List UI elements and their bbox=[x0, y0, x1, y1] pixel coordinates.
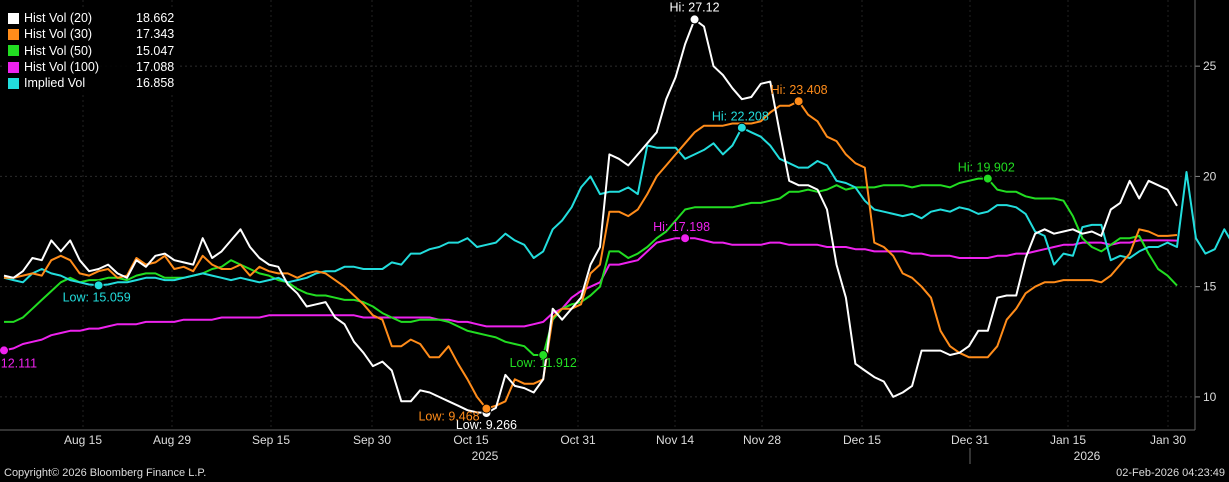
legend-series-value: 15.047 bbox=[136, 43, 175, 58]
x-tick-label: Dec 15 bbox=[843, 433, 881, 447]
extreme-marker bbox=[982, 173, 993, 184]
extreme-label: Low: 11.912 bbox=[510, 356, 577, 370]
legend-swatch bbox=[8, 12, 19, 24]
extreme-label: Hi: 19.902 bbox=[958, 161, 1015, 175]
series-line bbox=[3, 126, 1229, 287]
series-line bbox=[3, 18, 1178, 414]
x-tick-label: Aug 29 bbox=[153, 433, 191, 447]
series-line bbox=[4, 100, 1178, 410]
chart-legend: Hist Vol (20) 18.662 Hist Vol (30) 17.34… bbox=[4, 8, 181, 95]
y-tick-label: 10 bbox=[1203, 390, 1217, 404]
extreme-label: Hi: 22.208 bbox=[712, 110, 769, 124]
y-tick-label: 15 bbox=[1203, 280, 1217, 294]
x-tick-label: Sep 15 bbox=[252, 433, 290, 447]
x-tick-label: Oct 15 bbox=[453, 433, 489, 447]
x-tick-label: Dec 31 bbox=[951, 433, 989, 447]
x-tick-label: Sep 30 bbox=[353, 433, 391, 447]
extreme-label: Hi: 27.12 bbox=[670, 0, 720, 14]
legend-item[interactable]: Implied Vol 16.858 bbox=[8, 75, 174, 91]
extreme-marker bbox=[793, 96, 804, 107]
extreme-label: Low: 15.059 bbox=[63, 290, 131, 304]
legend-item[interactable]: Hist Vol (50) 15.047 bbox=[8, 43, 174, 59]
legend-series-name: Hist Vol (100) bbox=[24, 59, 100, 74]
legend-series-value: 17.343 bbox=[136, 27, 175, 42]
extreme-marker bbox=[680, 233, 691, 244]
extreme-label: Hi: 17.198 bbox=[653, 220, 710, 234]
legend-swatch bbox=[8, 77, 19, 89]
x-tick-label: Oct 31 bbox=[560, 433, 596, 447]
year-label: 2025 bbox=[472, 449, 499, 463]
extreme-label: Hi: 23.408 bbox=[771, 83, 828, 97]
legend-series-name: Hist Vol (20) bbox=[24, 11, 93, 25]
x-tick-label: Jan 15 bbox=[1050, 433, 1086, 447]
extreme-marker bbox=[736, 122, 747, 133]
legend-series-value: 16.858 bbox=[136, 76, 175, 91]
year-label: 2026 bbox=[1074, 449, 1101, 463]
legend-swatch bbox=[8, 61, 19, 73]
x-tick-label: Jan 30 bbox=[1150, 433, 1186, 447]
y-tick-label: 20 bbox=[1203, 169, 1217, 183]
legend-series-name: Hist Vol (30) bbox=[24, 27, 93, 42]
extreme-label: Low: 12.111 bbox=[0, 356, 37, 370]
legend-series-name: Implied Vol bbox=[24, 76, 86, 91]
legend-item[interactable]: Hist Vol (20) 18.662 bbox=[8, 10, 174, 26]
legend-item[interactable]: Hist Vol (100) 17.088 bbox=[8, 59, 174, 75]
legend-item[interactable]: Hist Vol (30) 17.343 bbox=[8, 26, 174, 42]
chart-footer: Copyright© 2026 Bloomberg Finance L.P. 0… bbox=[0, 466, 1229, 482]
legend-swatch bbox=[8, 45, 19, 57]
extreme-label: Low: 9.266 bbox=[456, 418, 517, 432]
extreme-marker bbox=[481, 403, 492, 414]
timestamp-text: 02-Feb-2026 04:23:49 bbox=[1116, 467, 1225, 479]
series-line bbox=[3, 237, 1178, 352]
legend-series-value: 18.662 bbox=[136, 11, 175, 25]
extreme-marker bbox=[538, 350, 549, 361]
y-tick-label: 25 bbox=[1203, 59, 1217, 73]
legend-series-value: 17.088 bbox=[136, 59, 175, 74]
x-tick-label: Aug 15 bbox=[64, 433, 102, 447]
extreme-marker bbox=[689, 14, 700, 25]
x-tick-label: Nov 14 bbox=[656, 433, 694, 447]
extreme-marker bbox=[93, 280, 104, 291]
copyright-text: Copyright© 2026 Bloomberg Finance L.P. bbox=[4, 467, 207, 479]
legend-series-name: Hist Vol (50) bbox=[24, 43, 93, 58]
x-tick-label: Nov 28 bbox=[743, 433, 781, 447]
extreme-label: Low: 9.468 bbox=[418, 410, 479, 424]
extreme-marker bbox=[0, 345, 9, 356]
legend-swatch bbox=[8, 28, 19, 40]
